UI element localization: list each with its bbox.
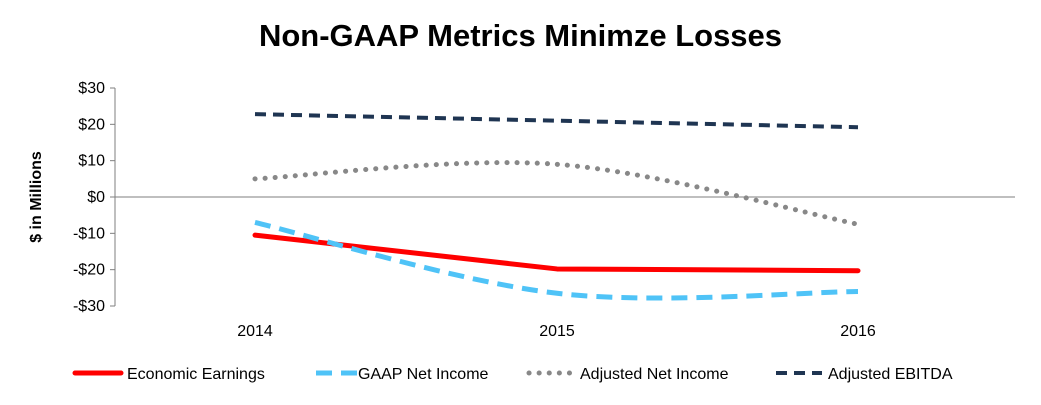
y-tick-label: -$20	[73, 262, 105, 279]
legend-label-adjusted-ebitda: Adjusted EBITDA	[828, 366, 953, 383]
y-tick-label: $20	[78, 116, 105, 133]
y-tick-label: $30	[78, 80, 105, 97]
y-tick-label: -$30	[73, 298, 105, 315]
series-line-adjusted-ebitda	[254, 112, 859, 130]
axes: $30 $20 $10 $0 -$10 -$20 -$30 2014 2015 2016 $ in …	[28, 80, 1015, 340]
series-layer	[252, 112, 861, 301]
legend-label-gaap-net-income: GAAP Net Income	[358, 366, 489, 383]
series-line-adjusted-net-income	[252, 160, 861, 227]
x-tick-label: 2015	[539, 323, 575, 340]
y-axis-title: $ in Millions	[28, 151, 45, 243]
y-tick-label: -$10	[73, 225, 105, 242]
series-line-gaap-net-income	[254, 219, 859, 301]
legend-label-economic-earnings: Economic Earnings	[127, 366, 265, 383]
y-tick-label: $10	[78, 153, 105, 170]
x-tick-label: 2016	[840, 323, 876, 340]
legend-label-adjusted-net-income: Adjusted Net Income	[580, 366, 729, 383]
x-tick-label: 2014	[237, 323, 273, 340]
chart-title: Non-GAAP Metrics Minimze Losses	[258, 18, 783, 53]
legend: Economic Earnings GAAP Net Income Adjusted…	[72, 366, 953, 383]
series-line-economic-earnings	[252, 232, 861, 274]
y-tick-label: $0	[87, 189, 105, 206]
